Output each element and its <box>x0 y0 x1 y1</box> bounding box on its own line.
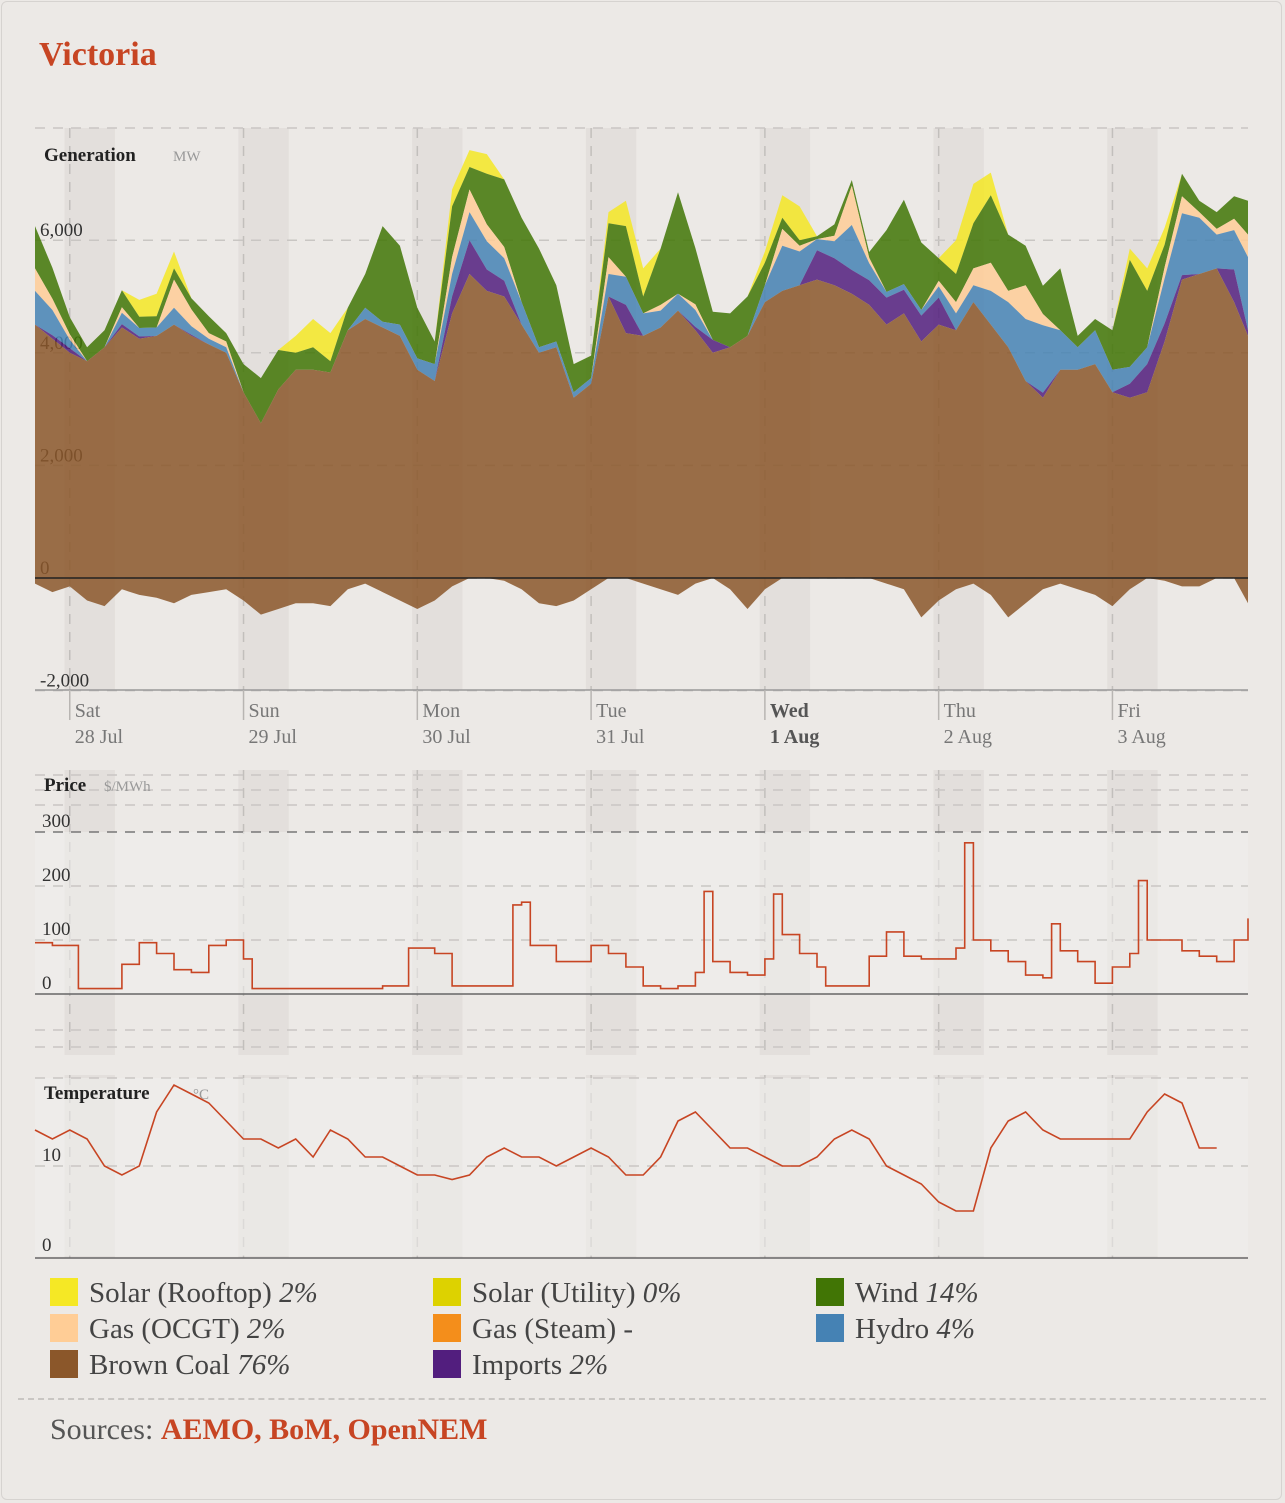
gen-unit: MW <box>173 149 201 165</box>
legend-swatch <box>50 1314 78 1342</box>
legend-percent: 2% <box>569 1349 609 1381</box>
sources-list[interactable]: AEMO, BoM, OpenNEM <box>160 1413 488 1446</box>
day-label: Tue <box>596 700 627 722</box>
price-title: Price <box>44 775 86 796</box>
date-label: 3 Aug <box>1117 726 1165 748</box>
sources-prefix: Sources: <box>50 1413 154 1446</box>
legend-swatch <box>816 1278 844 1306</box>
legend-label: Brown Coal <box>89 1349 238 1381</box>
legend-swatch <box>433 1314 461 1342</box>
legend-item-hydro[interactable]: Hydro 4% <box>816 1312 975 1346</box>
legend-label: Imports <box>472 1349 570 1381</box>
gen-title: Generation <box>44 145 136 166</box>
legend-label: Gas (Steam) <box>472 1313 624 1345</box>
legend-percent: 14% <box>925 1277 979 1309</box>
legend-label: Solar (Utility) <box>472 1277 643 1309</box>
legend-swatch <box>50 1278 78 1306</box>
legend-item-imports[interactable]: Imports 2% <box>433 1348 608 1382</box>
area-brown_coal <box>35 268 1248 578</box>
legend-swatch <box>433 1350 461 1378</box>
area-solar_rooftop <box>35 150 1248 379</box>
legend-item-solar_utility[interactable]: Solar (Utility) 0% <box>433 1276 681 1310</box>
price-ytick-label: 200 <box>42 865 71 886</box>
day-label: Fri <box>1117 700 1141 722</box>
legend-item-wind[interactable]: Wind 14% <box>816 1276 979 1310</box>
legend-label: Solar (Rooftop) <box>89 1277 280 1309</box>
price-ytick-label: 100 <box>42 919 71 940</box>
charts-svg: 6,0004,0002,0000-2,000GenerationMWSat28 … <box>34 127 1249 1259</box>
temp-title: Temperature <box>44 1083 150 1104</box>
date-label: 30 Jul <box>422 726 471 748</box>
legend-item-brown_coal[interactable]: Brown Coal 76% <box>50 1348 290 1382</box>
date-label: 31 Jul <box>596 726 645 748</box>
legend-swatch <box>50 1350 78 1378</box>
day-label: Sat <box>75 700 101 722</box>
price-ytick-label: 0 <box>42 973 52 994</box>
legend-label: Hydro <box>855 1313 937 1345</box>
price-ytick-label: 300 <box>42 811 71 832</box>
day-label: Wed <box>770 700 809 722</box>
date-label: 2 Aug <box>944 726 992 748</box>
price-line <box>35 842 1249 990</box>
gen-ytick-label: 6,000 <box>40 220 83 241</box>
legend-item-gas_steam[interactable]: Gas (Steam) - <box>433 1312 633 1346</box>
price-plot-bg <box>35 832 1248 994</box>
temp-plot-bg <box>35 1078 1248 1256</box>
divider <box>18 1398 1266 1400</box>
temp-ytick-label: 0 <box>42 1235 52 1256</box>
legend-percent: 2% <box>279 1277 318 1309</box>
legend-label: Wind <box>855 1277 926 1309</box>
legend-item-solar_rooftop[interactable]: Solar (Rooftop) 2% <box>50 1276 318 1310</box>
date-label: 28 Jul <box>75 726 124 748</box>
legend-swatch <box>433 1278 461 1306</box>
temperature-line <box>34 1083 1217 1212</box>
area-exports <box>35 578 1248 618</box>
legend-swatch <box>816 1314 844 1342</box>
date-label: 29 Jul <box>249 726 298 748</box>
legend-percent: 0% <box>642 1277 682 1309</box>
temp-unit: °C <box>193 1087 209 1103</box>
price-unit: $/MWh <box>104 779 151 795</box>
area-wind <box>35 167 1248 424</box>
legend-percent: - <box>623 1313 634 1345</box>
day-label: Thu <box>944 700 976 722</box>
legend-percent: 4% <box>936 1313 976 1345</box>
legend-item-gas_ocgt[interactable]: Gas (OCGT) 2% <box>50 1312 286 1346</box>
legend-label: Gas (OCGT) <box>89 1313 247 1345</box>
day-label: Mon <box>422 700 460 722</box>
region-title: Victoria <box>39 36 157 73</box>
date-label: 1 Aug <box>770 726 819 748</box>
area-hydro <box>35 212 1248 424</box>
gen-ytick-label: -2,000 <box>40 671 89 692</box>
day-label: Sun <box>249 700 280 722</box>
legend-percent: 76% <box>237 1349 291 1381</box>
legend-percent: 2% <box>246 1313 286 1345</box>
temp-ytick-label: 10 <box>42 1145 61 1166</box>
sources: Sources: AEMO, BoM, OpenNEM <box>50 1413 488 1447</box>
